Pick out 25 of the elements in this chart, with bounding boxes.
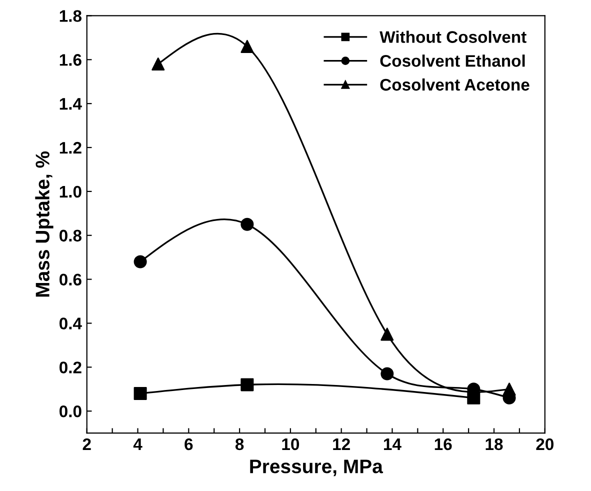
y-tick-label: 1.4 bbox=[60, 98, 82, 110]
x-tick-label: 2 bbox=[82, 438, 91, 450]
x-tick-label: 6 bbox=[184, 438, 193, 450]
legend-label: Cosolvent Acetone bbox=[380, 78, 530, 91]
y-tick-label: 0.2 bbox=[60, 362, 82, 374]
y-tick-label: 1.8 bbox=[60, 10, 82, 22]
x-axis-title: Pressure, MPa bbox=[250, 460, 384, 476]
y-tick-label: 1.2 bbox=[60, 142, 82, 154]
y-axis-title: Mass Uptake, % bbox=[35, 151, 54, 297]
x-tick-label: 4 bbox=[133, 438, 142, 450]
x-tick-label: 8 bbox=[235, 438, 244, 450]
y-tick-label: 0.8 bbox=[60, 230, 82, 242]
x-tick-label: 20 bbox=[536, 438, 554, 450]
legend-label: Cosolvent Ethanol bbox=[380, 54, 525, 67]
x-tick-label: 18 bbox=[486, 438, 503, 450]
legend-label: Without Cosolvent bbox=[380, 30, 526, 43]
y-tick-label: 1.6 bbox=[60, 54, 82, 66]
y-tick-label: 0.4 bbox=[60, 318, 82, 330]
y-tick-label: 1.0 bbox=[60, 186, 82, 198]
y-tick-label: 0.0 bbox=[60, 405, 82, 418]
x-tick-label: 10 bbox=[282, 438, 300, 450]
x-tick-label: 12 bbox=[333, 438, 350, 450]
x-tick-label: 14 bbox=[384, 438, 402, 450]
y-tick-label: 0.6 bbox=[60, 274, 82, 286]
x-tick-label: 16 bbox=[434, 438, 452, 450]
